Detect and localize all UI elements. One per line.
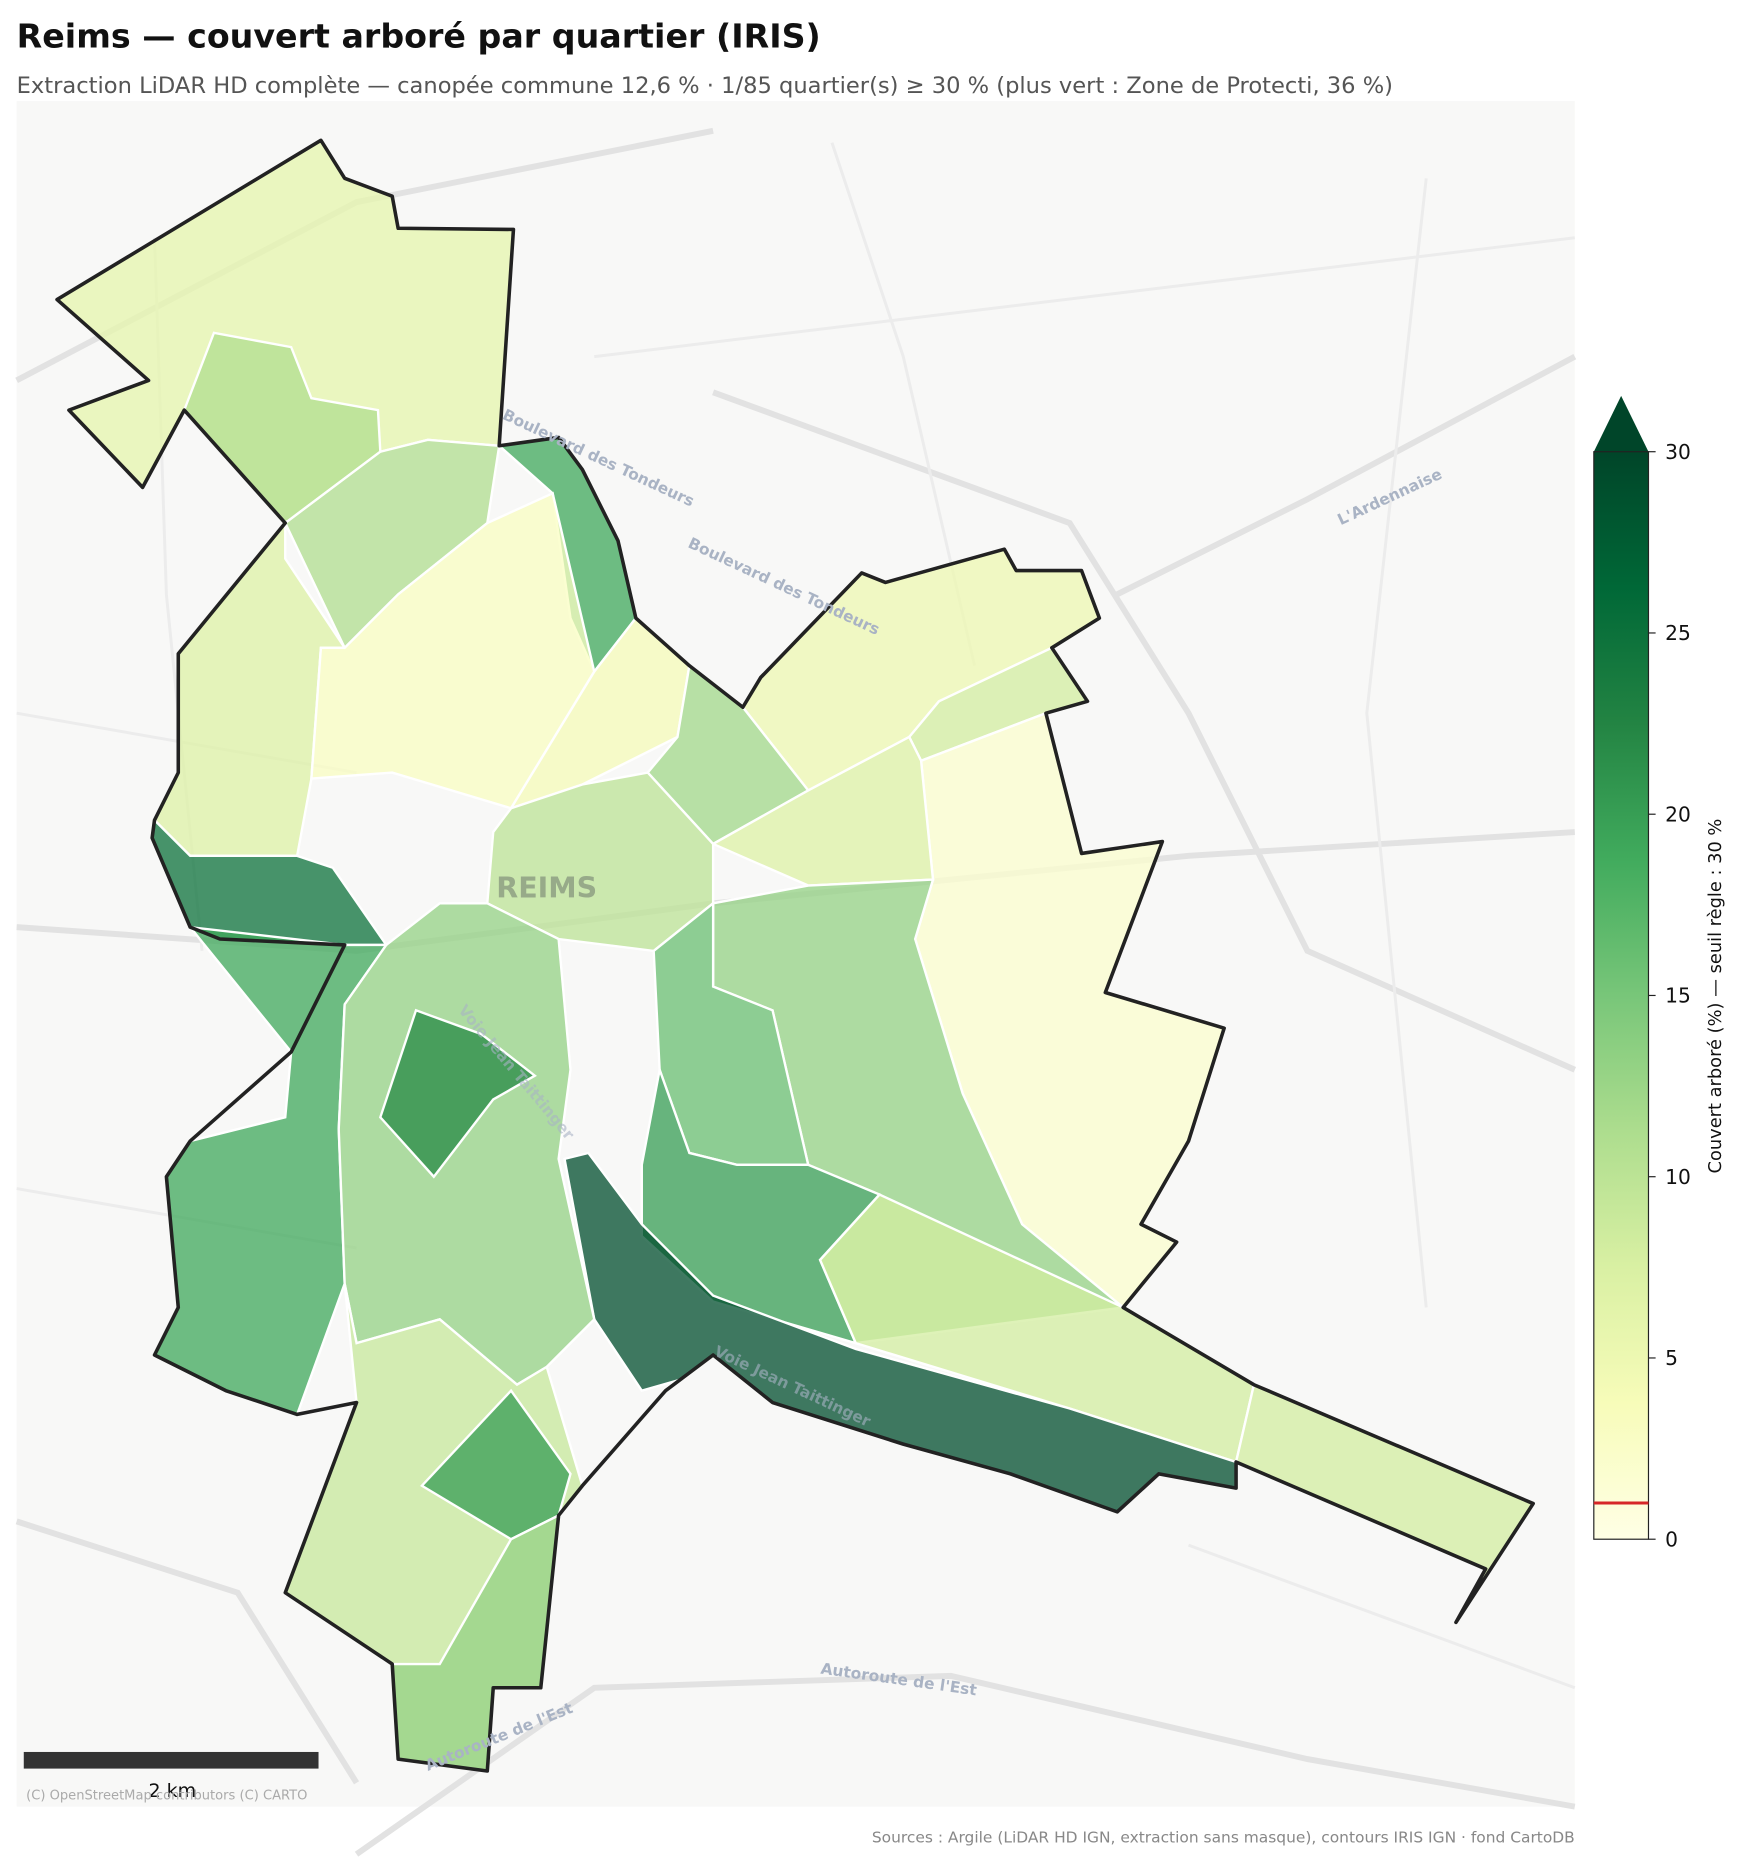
scale-bar (23, 1751, 319, 1769)
district (378, 1008, 537, 1179)
attribution: (C) OpenStreetMap contributors (C) CARTO (26, 1789, 307, 1804)
colorbar-tick-label: 25 (1665, 621, 1691, 645)
colorbar-tick-label: 20 (1665, 802, 1691, 826)
scale-label: 2 km (149, 1780, 197, 1802)
colorbar-extend (1593, 395, 1649, 452)
colorbar-tick-label: 5 (1665, 1346, 1678, 1370)
districts (55, 138, 1535, 1773)
commune-outline (55, 138, 1535, 1773)
district (337, 902, 596, 1387)
colorbar-label: Couvert arboré (%) — seuil règle : 30 % (1705, 819, 1726, 1174)
colorbar-tick-label: 30 (1665, 440, 1691, 464)
colorbar-tick-label: 15 (1665, 984, 1691, 1008)
colorbar-bar (1593, 451, 1650, 1540)
sources: Sources : Argile (LiDAR HD IGN, extracti… (872, 1828, 1575, 1846)
district (420, 1388, 572, 1541)
subtitle: Extraction LiDAR HD complète — canopée c… (17, 73, 1393, 99)
title: Reims — couvert arboré par quartier (IRI… (17, 17, 821, 56)
colorbar: Couvert arboré (%) — seuil règle : 30 % … (1593, 395, 1726, 1551)
colorbar-tick-label: 10 (1665, 1165, 1691, 1189)
city-label: REIMS (496, 871, 597, 904)
colorbar-tick-label: 0 (1665, 1527, 1678, 1551)
